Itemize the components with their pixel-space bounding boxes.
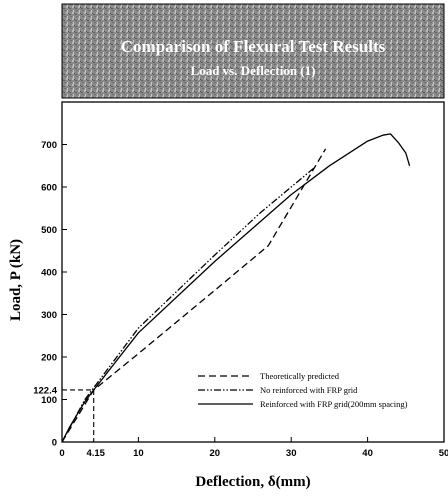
x-tick-label: 30 xyxy=(286,448,297,459)
legend-label: Reinforced with FRP grid(200mm spacing) xyxy=(260,399,408,409)
y-axis-label: Load, P (kN) xyxy=(8,239,24,321)
legend: Theoretically predicted No reinforced wit… xyxy=(198,371,408,409)
y-tick-label: 100 xyxy=(41,395,57,406)
series-line-1 xyxy=(61,148,327,443)
x-tick-label: 50 xyxy=(439,448,448,459)
y-tick-label: 500 xyxy=(41,225,57,236)
series-lines xyxy=(61,133,411,443)
chart-subtitle: Load vs. Deflection (1) xyxy=(191,63,316,78)
x-tick-label: 20 xyxy=(210,448,221,459)
chart-title: Comparison of Flexural Test Results xyxy=(121,37,386,56)
title-banner xyxy=(61,3,445,99)
x-tick-label: 10 xyxy=(133,448,144,459)
y-tick-label: 300 xyxy=(41,310,57,321)
y-special-tick-label: 122.4 xyxy=(33,385,57,396)
series-line-3 xyxy=(61,133,411,443)
axis-ticks: 0 100 200 300 400 500 600 700 0 10 20 30 40 50 122.4 4.… xyxy=(33,140,448,459)
legend-label: Theoretically predicted xyxy=(260,371,340,381)
y-tick-label: 700 xyxy=(41,140,57,151)
x-tick-label: 40 xyxy=(362,448,373,459)
y-tick-label: 0 xyxy=(52,438,57,449)
y-tick-label: 600 xyxy=(41,183,57,194)
x-special-tick-label: 4.15 xyxy=(86,448,105,459)
plot-area xyxy=(61,101,445,443)
y-tick-label: 400 xyxy=(41,268,57,279)
x-axis-label: Deflection, δ(mm) xyxy=(195,474,310,490)
legend-label: No reinforced with FRP grid xyxy=(260,385,358,395)
y-tick-label: 200 xyxy=(41,353,57,364)
series-line-2 xyxy=(61,167,315,443)
x-tick-label: 0 xyxy=(59,448,64,459)
annotation xyxy=(62,389,95,442)
